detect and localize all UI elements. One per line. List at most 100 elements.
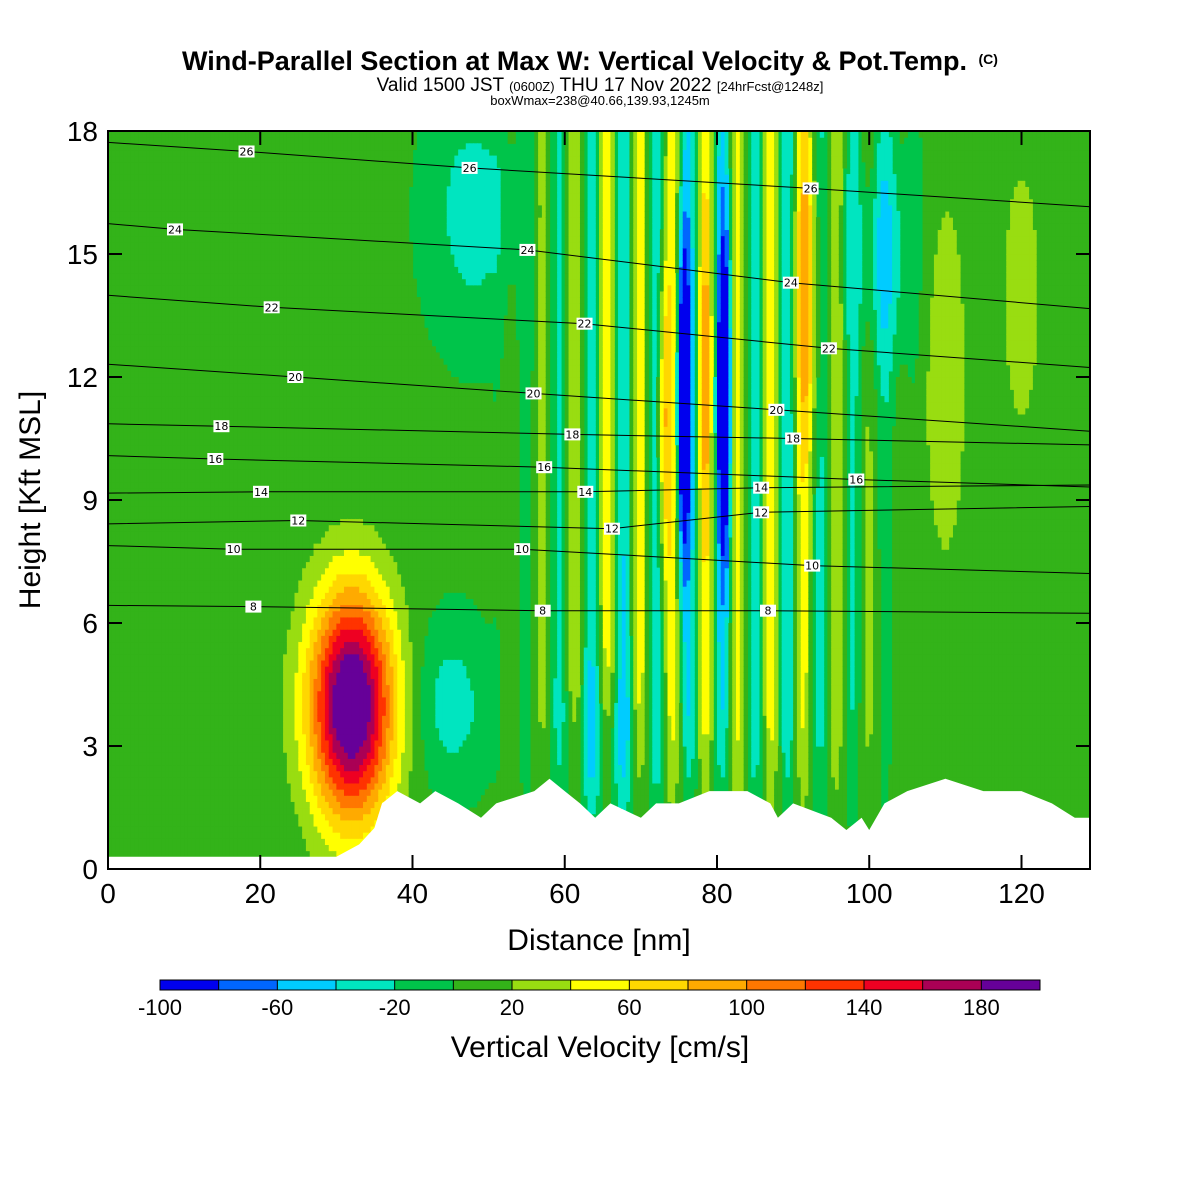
velocity-cell (135, 389, 139, 396)
velocity-cell (123, 764, 127, 771)
velocity-cell (119, 611, 123, 618)
velocity-cell (138, 242, 142, 249)
velocity-cell (112, 672, 116, 679)
velocity-cell (138, 715, 142, 722)
velocity-cell (127, 801, 131, 808)
velocity-cell (123, 285, 127, 292)
velocity-cell (131, 629, 135, 636)
velocity-cell (135, 291, 139, 298)
velocity-cell (142, 715, 146, 722)
velocity-cell (116, 752, 120, 759)
velocity-cell (135, 801, 139, 808)
velocity-cell (142, 303, 146, 310)
velocity-cell (112, 445, 116, 452)
velocity-cell (142, 562, 146, 569)
velocity-cell (123, 211, 127, 218)
velocity-cell (116, 795, 120, 802)
velocity-cell (127, 482, 131, 489)
velocity-cell (135, 525, 139, 532)
velocity-cell (135, 851, 139, 858)
velocity-cell (138, 168, 142, 175)
velocity-cell (112, 266, 116, 273)
velocity-cell (119, 346, 123, 353)
velocity-cell (123, 482, 127, 489)
velocity-cell (138, 334, 142, 341)
velocity-cell (135, 174, 139, 181)
velocity-cell (112, 229, 116, 236)
velocity-cell (119, 420, 123, 427)
velocity-cell (112, 291, 116, 298)
velocity-cell (116, 236, 120, 243)
velocity-cell (138, 488, 142, 495)
velocity-cell (123, 420, 127, 427)
velocity-cell (131, 309, 135, 316)
velocity-cell (116, 826, 120, 833)
velocity-cell (123, 574, 127, 581)
velocity-cell (127, 685, 131, 692)
velocity-cell (112, 322, 116, 329)
velocity-cell (127, 475, 131, 482)
velocity-cell (112, 660, 116, 667)
velocity-cell (127, 266, 131, 273)
velocity-cell (138, 734, 142, 741)
velocity-cell (131, 537, 135, 544)
velocity-cell (116, 709, 120, 716)
velocity-cell (116, 580, 120, 587)
velocity-cell (135, 721, 139, 728)
velocity-cell (142, 709, 146, 716)
velocity-cell (142, 389, 146, 396)
velocity-cell (112, 328, 116, 335)
velocity-cell (112, 168, 116, 175)
velocity-cell (127, 808, 131, 815)
velocity-cell (131, 389, 135, 396)
velocity-cell (116, 715, 120, 722)
velocity-cell (119, 143, 123, 150)
velocity-cell (116, 143, 120, 150)
velocity-cell (142, 365, 146, 372)
velocity-cell (131, 242, 135, 249)
velocity-cell (135, 236, 139, 243)
velocity-cell (119, 728, 123, 735)
velocity-cell (112, 439, 116, 446)
velocity-cell (131, 211, 135, 218)
velocity-cell (127, 629, 131, 636)
velocity-cell (135, 131, 139, 138)
velocity-cell (135, 654, 139, 661)
velocity-cell (142, 457, 146, 464)
velocity-cell (131, 463, 135, 470)
velocity-cell (112, 309, 116, 316)
velocity-cell (142, 537, 146, 544)
velocity-cell (116, 463, 120, 470)
velocity-cell (127, 297, 131, 304)
velocity-cell (112, 525, 116, 532)
velocity-cell (138, 420, 142, 427)
velocity-cell (135, 229, 139, 236)
velocity-cell (123, 500, 127, 507)
velocity-cell (131, 193, 135, 200)
velocity-cell (135, 783, 139, 790)
velocity-cell (142, 611, 146, 618)
velocity-cell (127, 580, 131, 587)
velocity-cell (116, 721, 120, 728)
velocity-cell (112, 254, 116, 261)
velocity-cell (119, 168, 123, 175)
velocity-cell (127, 383, 131, 390)
velocity-cell (142, 580, 146, 587)
velocity-cell (119, 426, 123, 433)
velocity-cell (119, 549, 123, 556)
velocity-cell (127, 156, 131, 163)
velocity-cell (131, 149, 135, 156)
velocity-cell (119, 851, 123, 858)
velocity-cell (116, 291, 120, 298)
velocity-cell (119, 156, 123, 163)
velocity-cell (131, 789, 135, 796)
velocity-cell (112, 297, 116, 304)
velocity-cell (131, 801, 135, 808)
velocity-cell (112, 648, 116, 655)
velocity-cell (127, 623, 131, 630)
velocity-cell (135, 445, 139, 452)
velocity-cell (138, 236, 142, 243)
velocity-cell (135, 482, 139, 489)
velocity-cell (135, 568, 139, 575)
velocity-cell (119, 709, 123, 716)
